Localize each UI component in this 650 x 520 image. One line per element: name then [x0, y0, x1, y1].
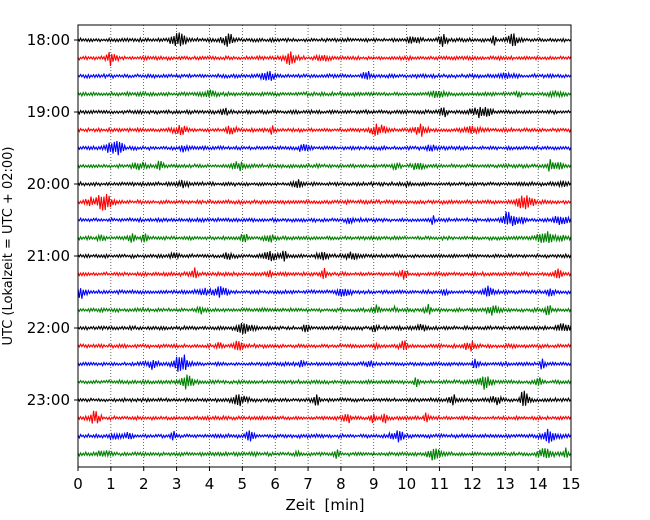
trace-20:30	[77, 211, 572, 227]
x-tick-label: 8	[336, 475, 346, 493]
trace-23:00	[77, 390, 572, 407]
x-tick-label: 9	[369, 475, 379, 493]
trace-21:45	[77, 303, 572, 316]
plot-frame	[77, 24, 572, 468]
trace-19:30	[77, 140, 572, 156]
trace-19:45	[77, 159, 572, 172]
x-axis-ticks: 0 1 2 3 4 5 6 7 8 9 10 11 12 13 14 15	[73, 467, 581, 493]
trace-19:00	[77, 106, 572, 119]
x-tick-label: 13	[496, 475, 515, 493]
x-tick-label: 12	[463, 475, 482, 493]
trace-23:15	[77, 410, 572, 424]
trace-20:15	[77, 193, 572, 211]
trace-21:00	[77, 250, 572, 262]
x-tick-label: 4	[205, 475, 215, 493]
x-tick-label: 5	[238, 475, 248, 493]
trace-21:30	[77, 285, 572, 299]
y-tick-label: 22:00	[27, 319, 70, 337]
x-axis-label: Zeit [min]	[285, 496, 364, 514]
trace-22:45	[77, 374, 572, 390]
trace-23:30	[77, 428, 572, 444]
y-axis-ticks: 18:00 19:00 20:00 21:00 22:00 23:00	[27, 31, 78, 409]
x-tick-label: 11	[430, 475, 449, 493]
y-tick-label: 21:00	[27, 247, 70, 265]
x-tick-label: 1	[106, 475, 116, 493]
trace-23:45	[77, 447, 572, 461]
trace-22:00	[77, 322, 572, 335]
trace-22:30	[77, 354, 572, 372]
y-axis-label: UTC (Lokalzeit = UTC + 02:00)	[1, 147, 16, 346]
y-tick-label: 19:00	[27, 103, 70, 121]
x-tick-label: 3	[172, 475, 182, 493]
x-tick-label: 6	[270, 475, 280, 493]
trace-20:00	[77, 179, 572, 189]
trace-19:15	[77, 123, 572, 137]
trace-18:30	[77, 70, 572, 82]
y-tick-label: 18:00	[27, 31, 70, 49]
trace-18:15	[77, 51, 572, 67]
seismic-traces	[77, 32, 572, 461]
trace-18:00	[77, 32, 572, 47]
x-tick-label: 2	[139, 475, 149, 493]
trace-20:45	[77, 231, 572, 244]
x-tick-label: 15	[561, 475, 580, 493]
y-tick-label: 20:00	[27, 175, 70, 193]
x-tick-label: 14	[529, 475, 548, 493]
x-tick-label: 7	[303, 475, 313, 493]
x-tick-label: 0	[73, 475, 83, 493]
trace-18:45	[77, 89, 572, 99]
trace-22:15	[77, 340, 572, 352]
x-tick-label: 10	[397, 475, 416, 493]
trace-21:15	[77, 267, 572, 280]
y-tick-label: 23:00	[27, 391, 70, 409]
